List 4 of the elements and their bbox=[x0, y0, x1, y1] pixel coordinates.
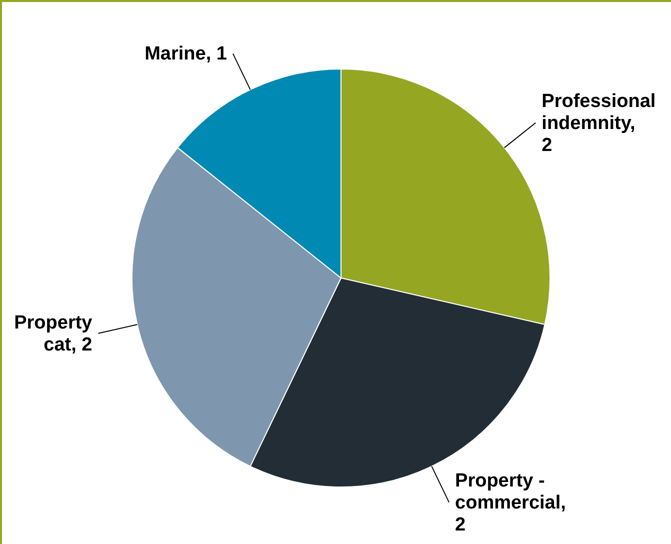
slice-label: Property - commercial, 2 bbox=[455, 470, 566, 536]
slice-label: Property cat, 2 bbox=[14, 312, 93, 356]
slice-label: Marine, 1 bbox=[144, 44, 228, 65]
slice-label: Professional indemnity, 2 bbox=[542, 90, 656, 156]
